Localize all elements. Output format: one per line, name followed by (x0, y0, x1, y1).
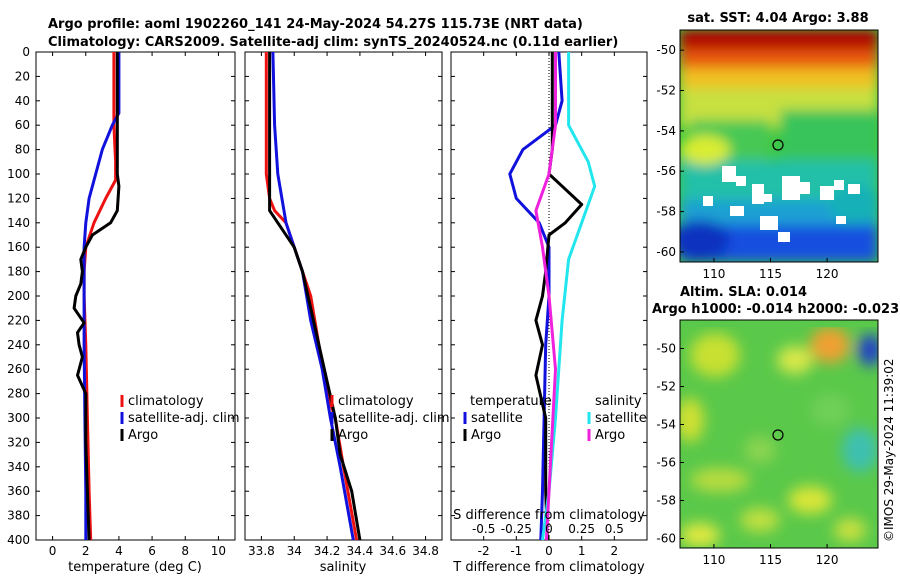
map-xtick-label: 115 (759, 267, 782, 281)
legend-climatology: climatology (128, 394, 204, 409)
xtick-label: 0 (545, 544, 553, 558)
xtick-label: 34 (287, 544, 302, 558)
xtick-label: 34.2 (314, 544, 341, 558)
legend-salinity-title: salinity (595, 394, 642, 409)
copyright-label: ©IMOS 29-May-2024 11:39:02 (882, 358, 896, 542)
ytick-label: 200 (7, 289, 30, 303)
ytick-label: 280 (7, 387, 30, 401)
ytick-label: 0 (22, 45, 30, 59)
legend-t-argo: Argo (471, 428, 501, 443)
legend-climatology: climatology (338, 394, 414, 409)
map-ytick-label: -50 (656, 342, 676, 356)
map-ytick-label: -50 (656, 43, 676, 57)
map-xtick-label: 115 (759, 553, 782, 567)
legend-s-argo: Argo (595, 428, 625, 443)
xtick-label: 33.8 (248, 544, 275, 558)
legend-temperature-title: temperature (470, 394, 552, 409)
temperature-legend: climatology satellite-adj. clim Argo (120, 394, 240, 443)
legend-satellite-adj: satellite-adj. clim (128, 411, 240, 426)
s-xtick-label: 0.25 (568, 522, 595, 536)
temperature-panel (35, 51, 236, 541)
xtick-label: -1 (510, 544, 522, 558)
series-line (72, 52, 121, 541)
figure-title-line1: Argo profile: aoml 1902260_141 24-May-20… (48, 17, 583, 32)
legend-s-satellite: satellite (595, 411, 647, 426)
map-ytick-label: -56 (656, 456, 676, 470)
xtick-label: 1 (578, 544, 586, 558)
ytick-label: 140 (7, 216, 30, 230)
ytick-label: 380 (7, 509, 30, 523)
argo-location-marker (772, 139, 784, 151)
s-xtick-label: 0 (545, 522, 553, 536)
map-ytick-label: -54 (656, 124, 676, 138)
difference-legend: temperature satellite Argo salinity sate… (463, 394, 647, 443)
map-ytick-label: -58 (656, 494, 676, 508)
ytick-label: 120 (7, 191, 30, 205)
xtick-label: 34.4 (347, 544, 374, 558)
ytick-label: 160 (7, 240, 30, 254)
s-xtick-label: -0.25 (501, 522, 532, 536)
difference-s-xlabel: S difference from climatology (453, 508, 645, 523)
xtick-label: 34.6 (379, 544, 406, 558)
xtick-label: 2 (611, 544, 619, 558)
map-ytick-label: -56 (656, 164, 676, 178)
map-ytick-label: -54 (656, 418, 676, 432)
xtick-label: 10 (211, 544, 226, 558)
ytick-label: 360 (7, 484, 30, 498)
map-xtick-label: 120 (816, 553, 839, 567)
salinity-xlabel: salinity (320, 560, 367, 575)
xtick-label: 2 (82, 544, 90, 558)
map-ytick-label: -58 (656, 205, 676, 219)
map-ytick-label: -52 (656, 380, 676, 394)
ytick-label: 260 (7, 362, 30, 376)
ytick-label: 240 (7, 338, 30, 352)
sst-map (680, 30, 878, 262)
difference-xlabel: T difference from climatology (452, 560, 645, 575)
legend-argo: Argo (128, 428, 158, 443)
ytick-label: 300 (7, 411, 30, 425)
map-xtick-label: 110 (702, 267, 725, 281)
xtick-label: 6 (148, 544, 156, 558)
xtick-label: 8 (181, 544, 189, 558)
sst-map-title: sat. SST: 4.04 Argo: 3.88 (687, 11, 868, 26)
s-xtick-label: -0.5 (472, 522, 495, 536)
sla-map-title-line1: Altim. SLA: 0.014 (680, 285, 807, 300)
ytick-label: 40 (15, 94, 30, 108)
ytick-label: 180 (7, 265, 30, 279)
ytick-label: 400 (7, 533, 30, 547)
ytick-label: 60 (15, 118, 30, 132)
map-ytick-label: -60 (656, 532, 676, 546)
figure-title-line2: Climatology: CARS2009. Satellite-adj cli… (48, 35, 618, 50)
sla-map (680, 320, 878, 548)
series-line (534, 52, 557, 541)
map-xtick-label: 110 (702, 553, 725, 567)
argo-location-marker (772, 429, 784, 441)
map-ytick-label: -60 (656, 245, 676, 259)
xtick-label: -2 (478, 544, 490, 558)
xtick-label: 0 (49, 544, 57, 558)
ytick-label: 220 (7, 313, 30, 327)
ytick-label: 100 (7, 167, 30, 181)
ytick-label: 80 (15, 143, 30, 157)
ytick-label: 320 (7, 435, 30, 449)
ytick-label: 340 (7, 460, 30, 474)
map-xtick-label: 120 (816, 267, 839, 281)
sla-map-title-line2: Argo h1000: -0.014 h2000: -0.023 (652, 302, 899, 317)
series-line (268, 52, 362, 541)
xtick-label: 34.8 (412, 544, 439, 558)
temperature-xlabel: temperature (deg C) (68, 560, 202, 575)
legend-satellite-adj: satellite-adj. clim (338, 411, 450, 426)
xtick-label: 4 (115, 544, 123, 558)
legend-argo: Argo (338, 428, 368, 443)
salinity-legend: climatology satellite-adj. clim Argo (330, 394, 450, 443)
ytick-label: 20 (15, 69, 30, 83)
s-xtick-label: 0.5 (605, 522, 624, 536)
legend-t-satellite: satellite (471, 411, 523, 426)
map-ytick-label: -52 (656, 84, 676, 98)
